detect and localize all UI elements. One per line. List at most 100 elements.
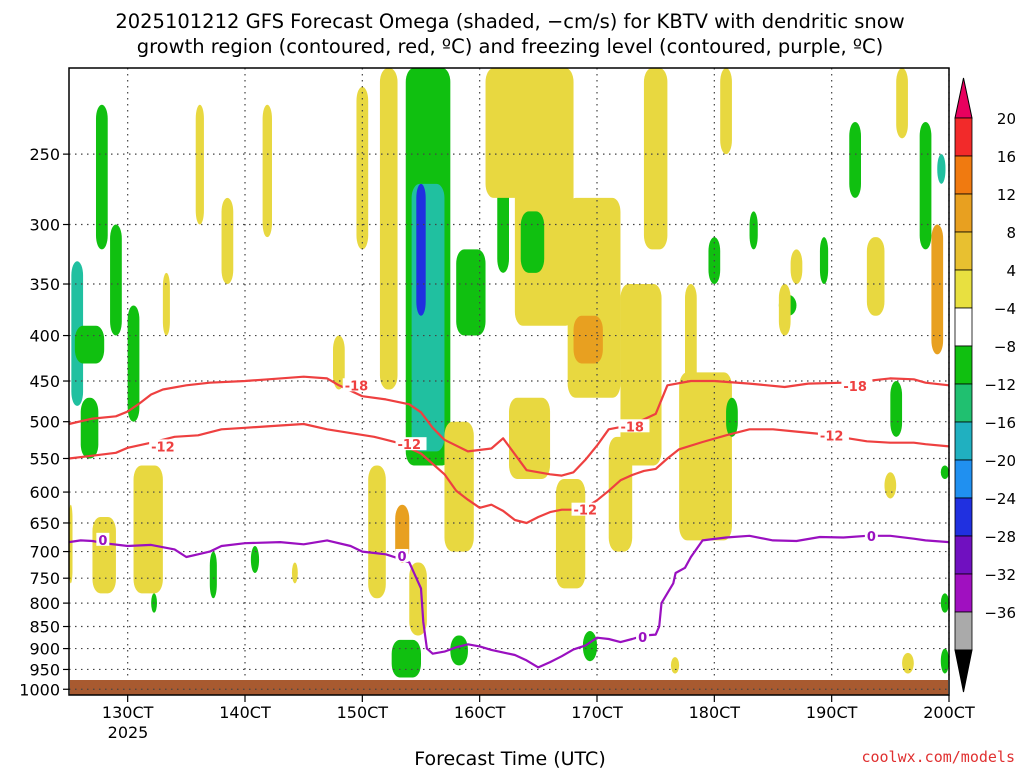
contour-label-bg xyxy=(618,419,650,433)
contour-label: 0 xyxy=(638,631,647,646)
colorbar-segment xyxy=(954,383,973,423)
x-axis-title: Forecast Time (UTC) xyxy=(414,748,605,768)
x-tick-label: 130CT xyxy=(102,703,154,722)
chart-title-line1: 2025101212 GFS Forecast Omega (shaded, −… xyxy=(115,10,904,33)
time-axis: 130CT 140CT 150CT 160CT 170CT 180CT 190CT 200CT xyxy=(102,695,975,722)
site-credit: coolwx.com/models xyxy=(861,748,1015,766)
contour-label: -18 xyxy=(620,420,644,435)
omega-shade-region xyxy=(456,249,486,336)
chart-title-line2: growth region (contoured, red, ºC) and f… xyxy=(137,35,884,58)
omega-shade-region xyxy=(620,284,662,466)
colorbar-label: −36 xyxy=(984,604,1016,622)
y-tick-label: 950 xyxy=(29,660,60,679)
x-tick-label: 180CT xyxy=(689,703,741,722)
omega-shade-region xyxy=(726,397,738,437)
omega-shade-region xyxy=(80,397,99,459)
omega-shade-region xyxy=(866,237,885,316)
omega-shade-region xyxy=(262,104,272,238)
omega-shade-region xyxy=(555,478,586,589)
contour-label-bg xyxy=(149,439,181,453)
omega-shade-region xyxy=(608,436,633,552)
omega-shade-region xyxy=(221,197,234,285)
y-tick-label: 500 xyxy=(29,413,60,432)
colorbar-segment xyxy=(954,193,973,233)
contour-line xyxy=(68,422,950,525)
omega-shade-region xyxy=(450,635,468,666)
colorbar-segment xyxy=(954,459,973,499)
omega-shade-region xyxy=(720,68,732,155)
colorbar-label: −20 xyxy=(984,452,1016,470)
y-tick-label: 550 xyxy=(29,449,60,468)
colorbar-label: 8 xyxy=(1006,224,1016,242)
x-tick-label: 140CT xyxy=(219,703,271,722)
contour-label-bg xyxy=(395,548,409,562)
contour-label: -12 xyxy=(398,438,422,453)
omega-shade-region xyxy=(356,86,369,250)
contour-line xyxy=(68,534,950,669)
omega-shade-region xyxy=(902,652,914,674)
contour-label: -12 xyxy=(820,429,844,444)
colorbar-label: −12 xyxy=(984,376,1016,394)
surface-band xyxy=(70,680,948,695)
omega-shade-region xyxy=(643,68,668,250)
omega-shade-region xyxy=(931,224,944,355)
omega-shade-region xyxy=(940,593,949,613)
pressure-axis: 250 300 350 400 450 500 550 600 650 700 750 800 850 9… xyxy=(19,145,69,699)
y-tick-label: 250 xyxy=(29,145,60,164)
omega-shade-region xyxy=(291,562,298,584)
omega-shade-region xyxy=(195,104,204,225)
contour-label-bg xyxy=(864,528,878,542)
omega-shade-region xyxy=(379,68,398,390)
y-tick-label: 650 xyxy=(29,514,60,533)
colorbar-label: 16 xyxy=(997,148,1016,166)
contour-label: 0 xyxy=(867,530,876,545)
contour-label: 0 xyxy=(398,550,407,565)
omega-shade-region xyxy=(110,224,122,336)
omega-shade-region xyxy=(670,657,680,674)
colorbar-label: −32 xyxy=(984,566,1016,584)
contour-label-bg xyxy=(841,379,873,393)
omega-shade-region xyxy=(940,465,949,479)
omega-shade-region xyxy=(368,465,386,599)
omega-shade-region xyxy=(749,211,758,250)
contour-label: -18 xyxy=(345,379,369,394)
y-tick-label: 700 xyxy=(29,543,60,562)
omega-shade-region xyxy=(896,68,908,139)
y-tick-label: 400 xyxy=(29,327,60,346)
omega-shade-region xyxy=(209,551,217,599)
surface-terrain-band xyxy=(70,680,948,695)
colorbar-label: 20 xyxy=(997,110,1016,128)
y-tick-label: 750 xyxy=(29,569,60,588)
colorbar-segment xyxy=(954,269,973,309)
omega-shade-region xyxy=(509,397,551,479)
colorbar-label: 4 xyxy=(1006,262,1016,280)
colorbar-label: −4 xyxy=(994,300,1016,318)
omega-shade-region xyxy=(333,335,345,390)
omega-shade-region xyxy=(74,325,105,364)
x-tick-label: 190CT xyxy=(806,703,858,722)
omega-shade-region xyxy=(819,237,829,285)
omega-shade-region xyxy=(790,249,803,285)
contour-label-bg xyxy=(342,378,374,392)
y-tick-label: 850 xyxy=(29,618,60,637)
omega-shade-region xyxy=(250,546,260,574)
contour-label-bg xyxy=(571,502,603,516)
contour-label-bg xyxy=(817,428,849,442)
colorbar-segment xyxy=(954,611,973,651)
contour-label: -18 xyxy=(843,380,867,395)
temperature-contours: -18 -18 -18 -12 -12 -12 -12 0 0 0 0 xyxy=(68,375,950,669)
y-tick-label: 350 xyxy=(29,275,60,294)
omega-shade-region xyxy=(520,211,545,273)
contour-label-bg xyxy=(96,532,110,546)
omega-shade-region xyxy=(778,284,791,336)
omega-shade-region xyxy=(69,504,73,584)
colorbar-bottom-arrow xyxy=(954,649,973,693)
colorbar-label: −28 xyxy=(984,528,1016,546)
colorbar-segment xyxy=(954,307,973,347)
colorbar-segment xyxy=(954,155,973,195)
contour-label-bg xyxy=(636,629,650,643)
x-tick-label: 150CT xyxy=(337,703,389,722)
colorbar-segment xyxy=(954,573,973,613)
contour-label: -12 xyxy=(574,504,598,519)
